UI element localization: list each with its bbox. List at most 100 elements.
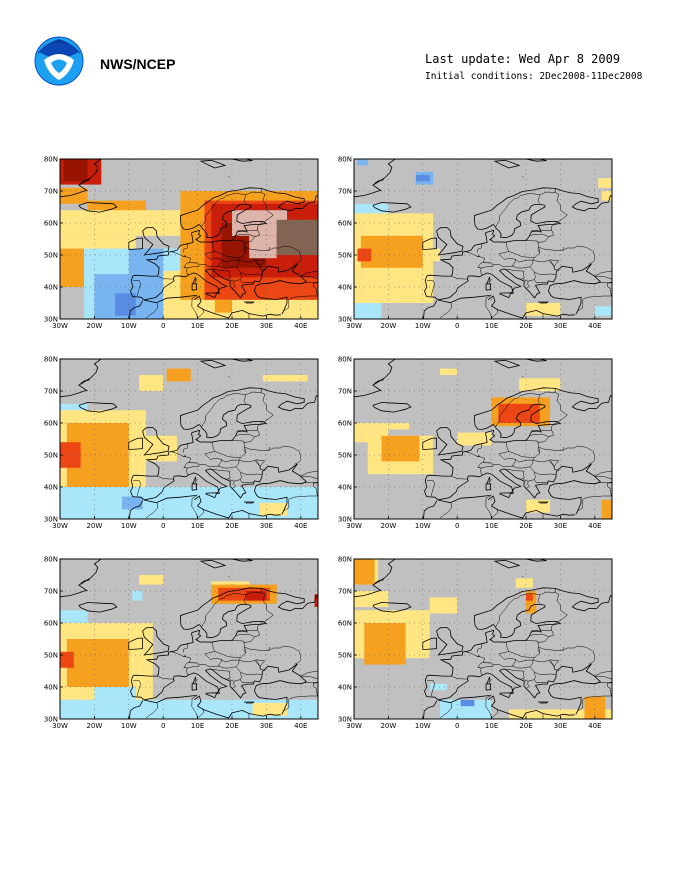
country-border xyxy=(156,675,175,680)
coastline xyxy=(611,187,612,189)
country-border xyxy=(231,479,241,489)
lat-label: 30N xyxy=(44,716,58,724)
lon-label: 20W xyxy=(86,522,102,530)
coastline xyxy=(436,427,464,456)
lat-label: 30N xyxy=(338,316,352,324)
country-border xyxy=(476,443,482,453)
coastline xyxy=(424,263,602,315)
country-border xyxy=(465,651,486,676)
map-5: 30N 40N 50N 60N 70N 80N 30W 20W 10W 0 10E 20E 30E 40E xyxy=(44,556,319,730)
lon-label: 10E xyxy=(191,722,204,730)
anomaly-region-red xyxy=(245,591,267,601)
lon-label: 20E xyxy=(519,722,532,730)
coastline xyxy=(372,559,396,592)
lon-label: 30W xyxy=(346,722,362,730)
country-border xyxy=(255,659,261,667)
coastline xyxy=(522,176,524,178)
coastline xyxy=(60,190,87,198)
country-border xyxy=(268,246,271,251)
country-border xyxy=(283,282,318,312)
lat-label: 40N xyxy=(44,284,58,292)
country-border xyxy=(514,257,535,263)
country-border xyxy=(537,624,554,643)
anomaly-region-orange xyxy=(66,639,129,687)
coastline xyxy=(192,476,197,484)
lat-label: 30N xyxy=(44,516,58,524)
coastline xyxy=(80,179,90,184)
country-border xyxy=(439,702,452,719)
country-border xyxy=(512,670,525,680)
lat-label: 30N xyxy=(44,316,58,324)
country-border xyxy=(171,451,192,476)
country-border xyxy=(529,633,549,638)
coastline xyxy=(78,359,102,392)
coastline xyxy=(484,205,562,243)
coastline xyxy=(474,587,612,626)
lon-label: 30E xyxy=(260,322,273,330)
lat-label: 70N xyxy=(44,588,58,596)
lon-label: 40E xyxy=(588,322,601,330)
country-border xyxy=(220,457,241,463)
country-border xyxy=(189,442,222,467)
anomaly-region-yellow xyxy=(429,597,458,614)
anomaly-region-yellow xyxy=(526,303,561,316)
country-border xyxy=(182,643,188,653)
country-border xyxy=(189,242,222,267)
coastline xyxy=(486,276,491,284)
coastline xyxy=(372,359,396,392)
country-border xyxy=(483,442,516,467)
country-border xyxy=(483,642,516,667)
anomaly-region-orange xyxy=(364,623,406,665)
coastline xyxy=(130,463,308,515)
anomaly-region-yellow xyxy=(515,578,533,588)
lon-label: 10W xyxy=(415,522,431,530)
country-border xyxy=(594,270,612,277)
country-border xyxy=(183,664,200,669)
coastline xyxy=(180,604,251,639)
lat-label: 50N xyxy=(44,452,58,460)
coastline xyxy=(426,437,488,477)
country-border xyxy=(228,478,235,482)
country-border xyxy=(465,451,486,476)
coastline xyxy=(231,159,253,162)
anomaly-region-pink xyxy=(249,235,277,259)
coastline xyxy=(426,237,488,277)
lon-label: 10E xyxy=(485,522,498,530)
coastline xyxy=(525,159,547,162)
lat-label: 40N xyxy=(338,684,352,692)
coastline xyxy=(372,159,396,192)
coastline xyxy=(424,463,602,515)
country-border xyxy=(439,502,452,519)
country-border xyxy=(235,666,262,676)
lon-label: 30E xyxy=(554,722,567,730)
coastline xyxy=(538,301,549,304)
map-2: 30N 40N 50N 60N 70N 80N 30W 20W 10W 0 10E 20E 30E 40E xyxy=(338,156,613,330)
lat-label: 30N xyxy=(338,516,352,524)
country-border xyxy=(553,388,568,425)
lon-label: 40E xyxy=(588,522,601,530)
map-frame xyxy=(59,158,319,320)
lat-label: 80N xyxy=(338,156,352,164)
anomaly-region-yellow xyxy=(139,375,164,391)
country-border xyxy=(235,266,262,276)
coastline xyxy=(78,602,118,613)
country-border xyxy=(477,654,481,657)
country-border xyxy=(300,475,318,485)
coastline xyxy=(525,559,547,562)
country-border xyxy=(477,454,481,457)
coastline xyxy=(438,295,491,304)
last-update: Last update: Wed Apr 8 2009 xyxy=(425,52,621,66)
country-border xyxy=(235,466,262,476)
coastline xyxy=(486,476,491,484)
country-border xyxy=(259,188,274,225)
country-border xyxy=(512,660,534,669)
lat-label: 60N xyxy=(44,420,58,428)
map-panel-6: 30N 40N 50N 60N 70N 80N 30W 20W 10W 0 10E 20E 30E 40E xyxy=(324,554,624,734)
coastline xyxy=(525,359,547,362)
lat-label: 60N xyxy=(44,220,58,228)
anomaly-region-yellow xyxy=(139,575,164,585)
coastline xyxy=(485,483,491,491)
country-border xyxy=(525,679,535,689)
country-border xyxy=(512,460,534,469)
coastline xyxy=(205,492,218,499)
